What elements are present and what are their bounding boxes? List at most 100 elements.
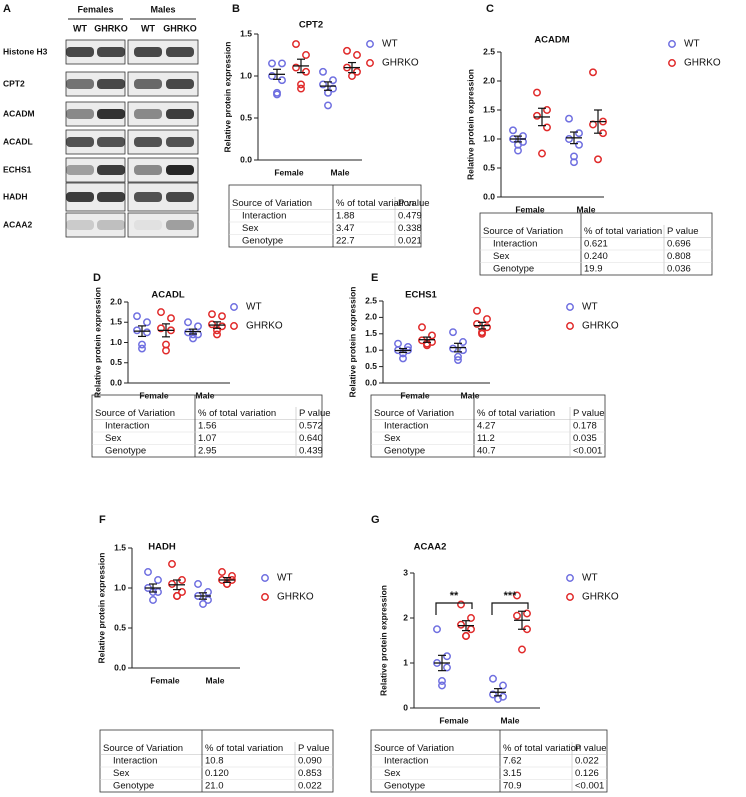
blot-band	[97, 47, 125, 57]
blot-band	[66, 137, 94, 147]
data-point	[157, 308, 165, 317]
table-header: % of total variation	[477, 408, 555, 419]
legend-marker	[261, 574, 269, 582]
y-tick-label: 1	[403, 657, 408, 667]
data-point	[459, 338, 467, 346]
protein-label: CPT2	[3, 78, 25, 88]
table-header: P value	[298, 743, 330, 754]
data-point	[154, 576, 162, 584]
blot-band	[97, 137, 125, 147]
table-cell: 0.178	[573, 420, 597, 431]
data-point	[157, 324, 165, 333]
table-frame	[91, 394, 323, 458]
data-point	[533, 111, 541, 120]
data-point	[329, 84, 337, 93]
table-cell: 11.2	[477, 433, 495, 444]
y-tick-label: 2.5	[483, 46, 495, 56]
table-header: % of total variation	[198, 408, 276, 419]
table-cell: 0.572	[299, 420, 323, 431]
data-point	[278, 59, 286, 68]
blot-band	[166, 192, 194, 202]
legend-marker	[366, 40, 374, 48]
table-cell: Interaction	[242, 210, 286, 221]
data-point	[218, 568, 226, 576]
data-point	[443, 663, 451, 672]
data-point	[268, 59, 276, 68]
y-tick-label: 0.0	[365, 377, 377, 387]
panel-letter: D	[93, 272, 101, 284]
blot-band	[166, 220, 194, 230]
table-header: % of total variation	[336, 198, 414, 209]
data-point	[570, 158, 578, 167]
table-cell: Sex	[384, 768, 401, 779]
blot-band	[66, 192, 94, 202]
y-tick-label: 0.0	[240, 154, 252, 164]
chart-title: CPT2	[299, 20, 323, 31]
data-point	[565, 114, 573, 123]
data-point	[178, 588, 186, 596]
data-point	[138, 344, 146, 353]
data-point	[513, 591, 521, 600]
table-cell: 7.62	[503, 755, 522, 766]
table-cell: 0.853	[298, 768, 322, 779]
y-tick-label: 1.5	[240, 28, 252, 38]
data-point	[589, 120, 597, 129]
data-point	[302, 67, 310, 76]
table-cell: 22.7	[336, 235, 355, 246]
data-point	[518, 645, 526, 654]
y-tick-label: 0.5	[365, 361, 377, 371]
data-point	[473, 320, 481, 328]
y-tick-label: 3	[403, 567, 408, 577]
data-point	[489, 674, 497, 683]
data-point	[268, 72, 276, 80]
table-cell: 0.120	[205, 768, 229, 779]
lane-label: GHRKO	[94, 23, 128, 33]
blot-band	[97, 192, 125, 202]
table-cell: Genotype	[113, 780, 154, 791]
data-point	[297, 80, 305, 89]
table-cell: 0.126	[575, 768, 599, 779]
data-point	[399, 354, 407, 363]
y-tick-label: 0.0	[483, 191, 495, 201]
significance-bracket	[435, 602, 473, 615]
legend-marker	[261, 593, 269, 601]
blot-band	[66, 109, 94, 119]
blot-band	[66, 220, 94, 230]
table-cell: 1.88	[336, 210, 355, 221]
data-point	[575, 129, 583, 138]
panel-letter: B	[232, 3, 240, 15]
blot-band	[134, 220, 162, 230]
table-cell: Genotype	[242, 235, 283, 246]
blot-band	[134, 192, 162, 202]
table-cell: 0.696	[667, 238, 691, 249]
table-cell: Sex	[242, 223, 259, 234]
table-cell: Interaction	[384, 420, 428, 431]
data-point	[457, 600, 465, 609]
table-cell: <0.001	[573, 445, 602, 456]
legend-marker	[668, 40, 676, 48]
blot-band	[97, 220, 125, 230]
legend-label: GHRKO	[277, 592, 314, 603]
data-point	[292, 63, 300, 72]
blot-band	[134, 137, 162, 147]
significance-label: ***	[504, 590, 518, 602]
y-tick-label: 0.5	[483, 162, 495, 172]
data-point	[543, 106, 551, 114]
data-point	[167, 314, 175, 323]
data-point	[213, 330, 221, 339]
protein-label: Histone H3	[3, 46, 48, 56]
blot-band	[66, 47, 94, 57]
table-cell: 70.9	[503, 780, 522, 791]
table-cell: 3.15	[503, 768, 522, 779]
y-tick-label: 1.5	[114, 542, 126, 552]
panel-letter: A	[3, 3, 11, 15]
data-point	[302, 51, 310, 59]
group-label: Females	[77, 4, 113, 14]
data-point	[353, 67, 361, 76]
chart-title: ECHS1	[405, 290, 437, 301]
table-cell: 0.022	[575, 755, 599, 766]
data-point	[194, 580, 202, 588]
table-cell: Sex	[493, 251, 510, 262]
y-tick-label: 1.5	[110, 317, 122, 327]
